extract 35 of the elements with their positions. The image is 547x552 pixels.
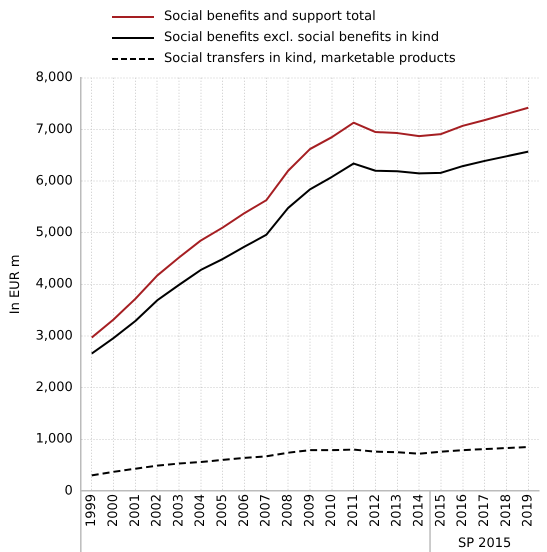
y-tick-label: 5,000 [36,225,73,240]
x-tick-label: 2014 [412,494,426,528]
y-tick-label: 7,000 [36,122,73,137]
x-tick-label: 2009 [302,494,318,528]
x-tick-label: 2008 [280,494,296,528]
x-tick-label: 2012 [368,494,383,528]
x-tick-label: 2016 [455,494,470,528]
y-tick-label: 3,000 [36,328,73,344]
x-tick-label: 2001 [128,494,143,528]
legend-label: Social benefits and support total [164,9,376,24]
x-tick-label: 2002 [150,494,165,528]
x-tick-label: 2000 [106,494,121,528]
y-tick-label: 4,000 [36,276,73,292]
legend-label: Social benefits excl. social benefits in kind [164,30,440,45]
x-tick-label: 2015 [433,494,448,528]
x-tick-label: 2003 [171,494,186,528]
y-tick-label: 8,000 [36,70,73,86]
y-tick-label: 2,000 [36,380,73,396]
y-axis-title: In EUR m [8,254,24,314]
x-tick-label: 2007 [258,494,274,528]
x-tick-label: 2017 [476,494,492,528]
x-tick-label: 1999 [84,494,100,528]
y-tick-label: 0 [64,483,73,498]
x-tick-label: 2006 [236,494,252,528]
x-tick-label: 2018 [498,494,514,528]
x-tick-label: 2004 [193,494,208,528]
x-tick-label: 2011 [346,494,362,528]
x-tick-label: 2010 [324,494,340,528]
y-tick-label: 6,000 [36,173,73,188]
text: SP 2015 [458,536,512,551]
x-tick-label: 2005 [215,494,230,528]
y-tick-label: 1,000 [36,432,73,447]
x-tick-label: 2013 [390,494,405,528]
legend-label: Social transfers in kind, marketable products [164,51,456,66]
x-tick-label: 2019 [520,494,536,528]
